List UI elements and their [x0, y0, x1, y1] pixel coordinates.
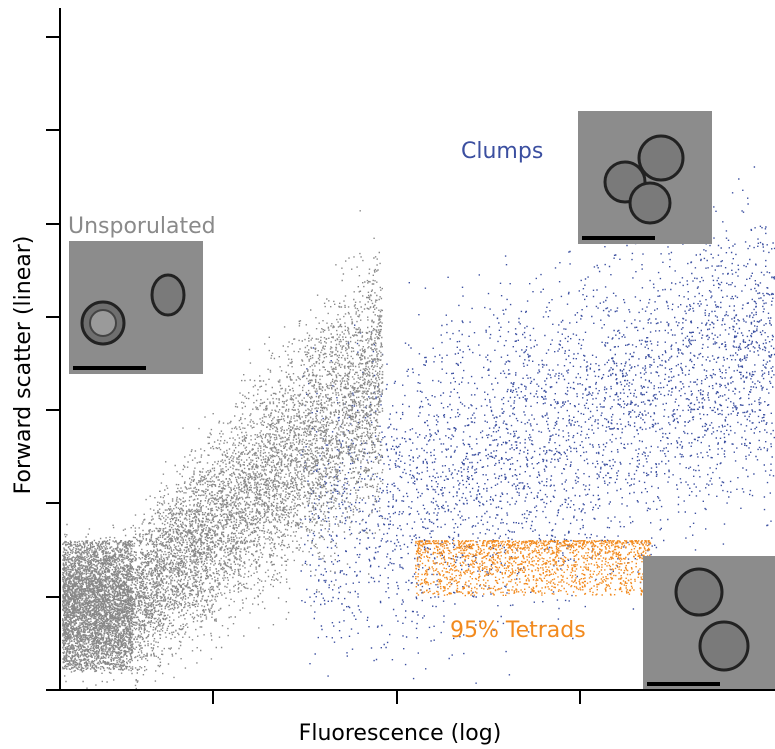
- annotation: 95% Tetrads: [450, 618, 586, 643]
- annotation: Clumps: [461, 139, 543, 164]
- micrograph-unsporulated: [69, 241, 203, 374]
- micrograph-tetrads: [643, 556, 775, 689]
- y-ticks: [46, 36, 60, 691]
- point-cloud: [62, 540, 134, 672]
- point-clouds: [62, 166, 775, 690]
- point-cloud: [62, 210, 384, 690]
- y-axis-label: Forward scatter (linear): [11, 236, 36, 495]
- x-axis-label: Fluorescence (log): [299, 721, 502, 746]
- annotation: Unsporulated: [68, 214, 216, 239]
- micrograph-clumps: [578, 111, 712, 244]
- x-ticks: [212, 690, 581, 704]
- point-cloud: [415, 540, 652, 597]
- axes: [46, 8, 775, 704]
